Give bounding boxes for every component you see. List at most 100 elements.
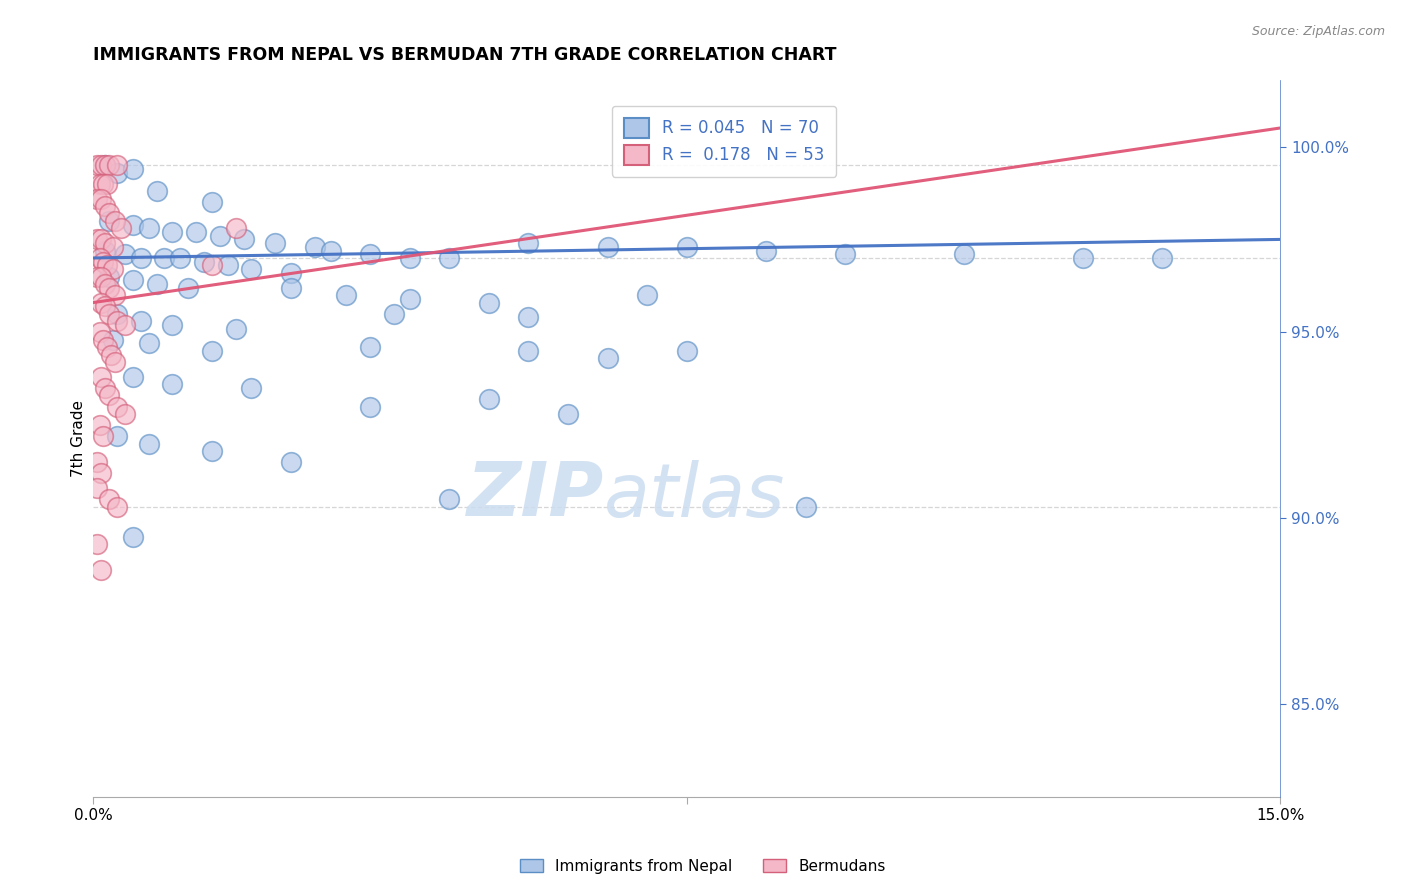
Point [138,336,160,351]
Point [121,530,143,544]
Point [240,381,263,395]
Point [557,407,579,421]
Point [104,355,127,369]
Point [834,247,856,261]
Text: atlas: atlas [603,459,785,532]
Point [153,251,176,265]
Point [105,165,128,179]
Point [90,269,112,284]
Text: Source: ZipAtlas.com: Source: ZipAtlas.com [1251,25,1385,38]
Point [1071,251,1094,265]
Point [217,259,239,273]
Point [89,251,111,265]
Point [90,295,112,310]
Point [98,269,121,284]
Point [105,429,128,443]
Point [264,236,287,251]
Point [98,281,121,295]
Point [105,400,128,414]
Point [91,177,114,191]
Point [129,314,152,328]
Point [94,277,117,291]
Point [86,192,108,206]
Point [104,214,127,228]
Point [169,251,191,265]
Text: IMMIGRANTS FROM NEPAL VS BERMUDAN 7TH GRADE CORRELATION CHART: IMMIGRANTS FROM NEPAL VS BERMUDAN 7TH GR… [93,46,837,64]
Point [225,321,247,335]
Point [94,158,117,172]
Point [114,318,136,332]
Point [105,307,128,321]
Legend: R = 0.045   N = 70, R =  0.178   N = 53: R = 0.045 N = 70, R = 0.178 N = 53 [612,106,837,177]
Point [86,158,108,172]
Point [121,370,143,384]
Point [596,240,619,254]
Point [90,192,112,206]
Point [96,259,118,273]
Point [86,269,108,284]
Point [193,254,215,268]
Point [110,221,132,235]
Point [439,251,461,265]
Point [359,247,381,261]
Point [94,381,117,395]
Point [398,292,420,306]
Point [478,392,501,406]
Point [90,158,112,172]
Point [794,500,817,514]
Point [335,288,357,302]
Point [90,232,112,246]
Point [101,333,124,347]
Y-axis label: 7th Grade: 7th Grade [72,400,86,476]
Point [94,236,117,251]
Point [280,281,302,295]
Point [636,288,658,302]
Point [675,343,697,358]
Point [94,199,117,213]
Point [359,340,381,354]
Point [145,277,167,291]
Point [359,400,381,414]
Point [201,343,224,358]
Point [101,262,124,277]
Point [177,281,200,295]
Point [105,158,128,172]
Point [201,444,224,458]
Point [121,161,143,176]
Point [517,343,540,358]
Point [114,247,136,261]
Point [121,218,143,232]
Point [280,266,302,280]
Point [398,251,420,265]
Point [129,251,152,265]
Point [439,492,461,507]
Point [96,340,118,354]
Text: ZIP: ZIP [467,459,603,532]
Legend: Immigrants from Nepal, Bermudans: Immigrants from Nepal, Bermudans [515,853,891,880]
Point [201,259,224,273]
Point [517,310,540,325]
Point [382,307,405,321]
Point [94,299,117,313]
Point [105,314,128,328]
Point [208,228,231,243]
Point [90,467,112,481]
Point [101,240,124,254]
Point [162,377,184,392]
Point [675,240,697,254]
Point [138,221,160,235]
Point [596,351,619,366]
Point [280,455,302,469]
Point [86,232,108,246]
Point [91,254,114,268]
Point [755,244,778,258]
Point [86,481,108,495]
Point [952,247,974,261]
Point [90,563,112,577]
Point [86,537,108,551]
Point [114,407,136,421]
Point [138,436,160,450]
Point [94,244,117,258]
Point [121,273,143,287]
Point [91,429,114,443]
